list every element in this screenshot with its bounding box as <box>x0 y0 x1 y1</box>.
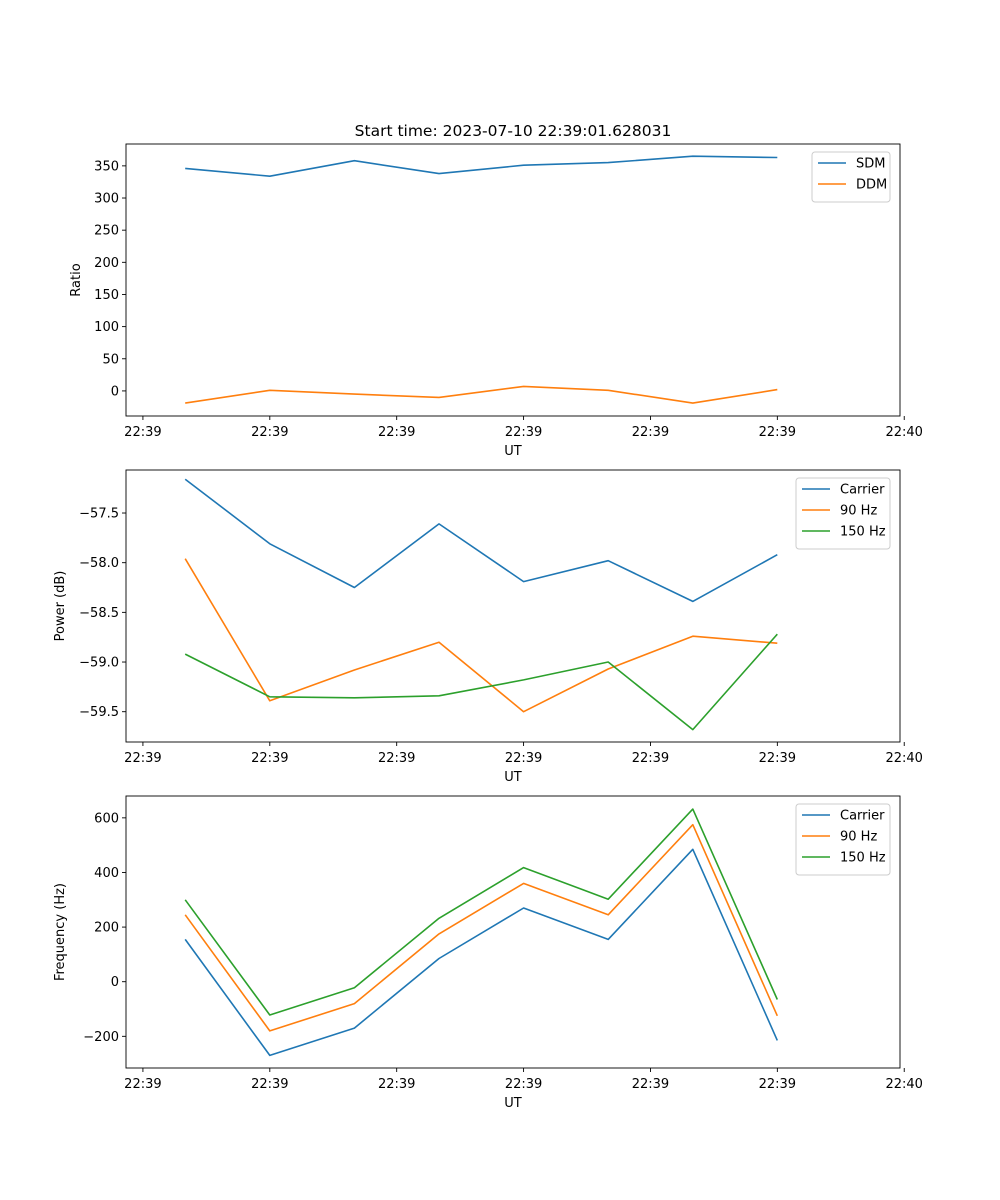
y-tick-label: 150 <box>94 288 119 303</box>
y-tick-label: 400 <box>94 866 119 881</box>
legend-label-carrier: Carrier <box>840 809 885 824</box>
y-tick-label: −57.5 <box>79 507 119 522</box>
legend-box <box>811 151 891 203</box>
y-axis-label: Power (dB) <box>53 571 68 642</box>
plot-frame <box>125 143 901 417</box>
x-tick-label: 22:40 <box>885 425 922 440</box>
legend-label-90-hz: 90 Hz <box>840 830 877 845</box>
y-axis-label: Frequency (Hz) <box>53 883 68 981</box>
x-tick-label: 22:39 <box>378 751 415 766</box>
series-line-90-hz <box>184 558 778 713</box>
series-line-sdm <box>185 155 778 177</box>
plot-frame <box>125 469 901 743</box>
y-tick-label: −58.5 <box>79 606 119 621</box>
y-tick-label: 350 <box>94 159 119 174</box>
y-tick-label: 200 <box>94 256 119 271</box>
y-tick-label: 0 <box>111 975 119 990</box>
legend-label-150-hz: 150 Hz <box>840 851 886 866</box>
y-tick-label: −59.5 <box>79 705 119 720</box>
y-axis-label: Ratio <box>69 263 84 296</box>
legend: Carrier 90 Hz 150 Hz <box>795 803 891 876</box>
legend-label-ddm: DDM <box>856 178 887 193</box>
x-axis-label: UT <box>504 444 522 459</box>
x-tick-label: 22:39 <box>505 425 542 440</box>
legend: Carrier 90 Hz 150 Hz <box>795 477 891 550</box>
legend-label-90-hz: 90 Hz <box>840 504 877 519</box>
series-line-150-hz <box>184 808 779 1016</box>
figure-title: Start time: 2023-07-10 22:39:01.628031 <box>355 122 672 140</box>
x-tick-label: 22:39 <box>759 425 796 440</box>
panel-3: 22:39 22:39 22:39 22:39 22:39 22:39 22:40 −200 0… <box>53 795 923 1111</box>
series-line-90-hz <box>184 823 779 1032</box>
y-tick-label: 50 <box>102 352 119 367</box>
series-line-carrier <box>184 848 779 1057</box>
y-tick-label: −59.0 <box>79 656 119 671</box>
x-tick-label: 22:39 <box>632 751 669 766</box>
panel-1: 22:39 22:39 22:39 22:39 22:39 22:39 22:40 0 50 10… <box>69 143 923 459</box>
x-axis-label: UT <box>504 1096 522 1111</box>
legend: SDM DDM <box>811 151 891 203</box>
x-tick-label: 22:39 <box>632 1077 669 1092</box>
x-tick-label: 22:39 <box>759 751 796 766</box>
x-tick-label: 22:39 <box>124 425 161 440</box>
x-tick-label: 22:39 <box>505 751 542 766</box>
series-line-ddm <box>185 385 778 404</box>
x-axis-label: UT <box>504 770 522 785</box>
x-tick-label: 22:39 <box>251 425 288 440</box>
panel-2: 22:39 22:39 22:39 22:39 22:39 22:39 22:40 −59.5… <box>53 469 923 785</box>
x-tick-label: 22:39 <box>759 1077 796 1092</box>
x-tick-label: 22:39 <box>251 1077 288 1092</box>
x-tick-label: 22:39 <box>505 1077 542 1092</box>
y-tick-label: −200 <box>83 1030 119 1045</box>
x-tick-label: 22:40 <box>885 751 922 766</box>
series-line-carrier <box>184 478 778 603</box>
x-tick-label: 22:39 <box>378 425 415 440</box>
y-tick-label: 600 <box>94 811 119 826</box>
y-tick-label: 300 <box>94 192 119 207</box>
x-tick-label: 22:39 <box>124 751 161 766</box>
y-tick-label: 200 <box>94 921 119 936</box>
legend-label-sdm: SDM <box>856 157 885 172</box>
plot-frame <box>125 795 901 1069</box>
y-tick-label: −58.0 <box>79 556 119 571</box>
x-tick-label: 22:39 <box>251 751 288 766</box>
series-line-150-hz <box>184 633 778 731</box>
x-tick-label: 22:39 <box>378 1077 415 1092</box>
legend-label-carrier: Carrier <box>840 483 885 498</box>
y-tick-label: 100 <box>94 320 119 335</box>
x-tick-label: 22:39 <box>632 425 669 440</box>
x-tick-label: 22:39 <box>124 1077 161 1092</box>
y-tick-label: 250 <box>94 224 119 239</box>
x-tick-label: 22:40 <box>885 1077 922 1092</box>
y-tick-label: 0 <box>111 384 119 399</box>
legend-label-150-hz: 150 Hz <box>840 525 886 540</box>
